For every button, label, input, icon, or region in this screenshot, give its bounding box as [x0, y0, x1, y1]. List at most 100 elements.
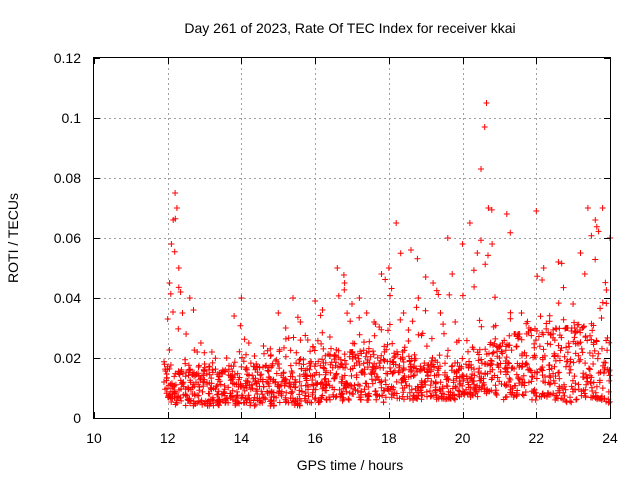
data-point [562, 325, 569, 331]
data-point [241, 399, 248, 406]
data-point [401, 372, 408, 379]
data-point [575, 381, 582, 388]
data-point [606, 377, 613, 384]
data-point [590, 341, 597, 348]
data-point [180, 391, 187, 398]
data-point [238, 382, 245, 389]
data-point [513, 371, 520, 378]
data-point [534, 369, 540, 376]
data-point [596, 377, 603, 384]
data-point [435, 371, 442, 378]
data-point [381, 343, 388, 350]
data-point [564, 358, 571, 365]
data-point [252, 401, 259, 408]
data-point [206, 363, 213, 370]
data-point [601, 359, 608, 366]
data-point [166, 347, 173, 353]
data-point [393, 220, 400, 226]
data-point [290, 398, 297, 405]
data-point [291, 402, 298, 409]
data-point [513, 343, 520, 350]
data-point [177, 289, 184, 295]
data-point [430, 392, 437, 399]
data-point [334, 265, 341, 271]
data-point [561, 383, 568, 390]
data-point [518, 310, 525, 316]
data-point [260, 343, 267, 349]
x-tick-label: 18 [381, 430, 397, 446]
data-point [260, 383, 267, 390]
data-point [172, 390, 179, 396]
data-point [235, 376, 242, 383]
data-point [164, 316, 171, 322]
data-point [431, 372, 438, 379]
data-point [571, 334, 578, 341]
data-point [541, 352, 548, 359]
data-point [531, 386, 538, 393]
data-point [190, 307, 197, 313]
data-point [582, 394, 589, 401]
data-point [535, 333, 542, 340]
data-point [504, 341, 511, 348]
data-point [355, 355, 362, 362]
data-point [591, 347, 598, 354]
data-point [198, 397, 205, 404]
data-point [592, 393, 599, 400]
data-point [487, 362, 494, 369]
data-point [433, 396, 440, 403]
data-point [187, 367, 194, 373]
grid-lines [94, 58, 610, 418]
axis-ticks [94, 58, 611, 419]
data-point [373, 391, 380, 398]
data-point [342, 364, 348, 371]
data-point [302, 390, 309, 396]
data-point [209, 359, 216, 366]
data-point [309, 389, 316, 396]
data-point [343, 388, 350, 395]
data-point [468, 374, 475, 381]
data-point [349, 340, 356, 347]
data-point [174, 400, 181, 406]
data-point [595, 370, 602, 376]
data-point [161, 379, 167, 385]
data-point [603, 300, 610, 307]
data-point [199, 372, 206, 379]
data-point [261, 350, 267, 357]
data-point [555, 259, 562, 265]
data-point [459, 372, 466, 379]
data-point [476, 365, 483, 372]
data-point [315, 399, 322, 406]
data-point [361, 371, 368, 378]
data-point [328, 345, 334, 352]
data-point [561, 353, 568, 360]
data-point [387, 358, 394, 365]
data-point [556, 357, 563, 364]
data-point [431, 363, 437, 370]
data-point [366, 393, 373, 400]
data-point [478, 323, 485, 330]
data-point [412, 355, 419, 362]
data-point [604, 334, 611, 341]
data-point [496, 343, 503, 350]
data-point [458, 365, 465, 372]
data-point [369, 380, 376, 387]
data-point [241, 387, 248, 394]
data-point [319, 307, 326, 313]
data-point [321, 376, 328, 383]
data-point [240, 358, 247, 365]
data-point [560, 389, 567, 396]
data-point [292, 384, 298, 391]
data-point [327, 396, 333, 403]
data-point [264, 367, 271, 374]
data-point [208, 375, 215, 382]
data-point [417, 363, 424, 370]
data-point [346, 397, 352, 403]
data-point [305, 393, 312, 400]
data-point [444, 383, 451, 390]
data-point [258, 371, 265, 378]
data-point [588, 336, 595, 343]
data-point [533, 327, 540, 334]
data-point [356, 362, 363, 368]
data-point [503, 211, 510, 217]
data-point [478, 356, 485, 363]
